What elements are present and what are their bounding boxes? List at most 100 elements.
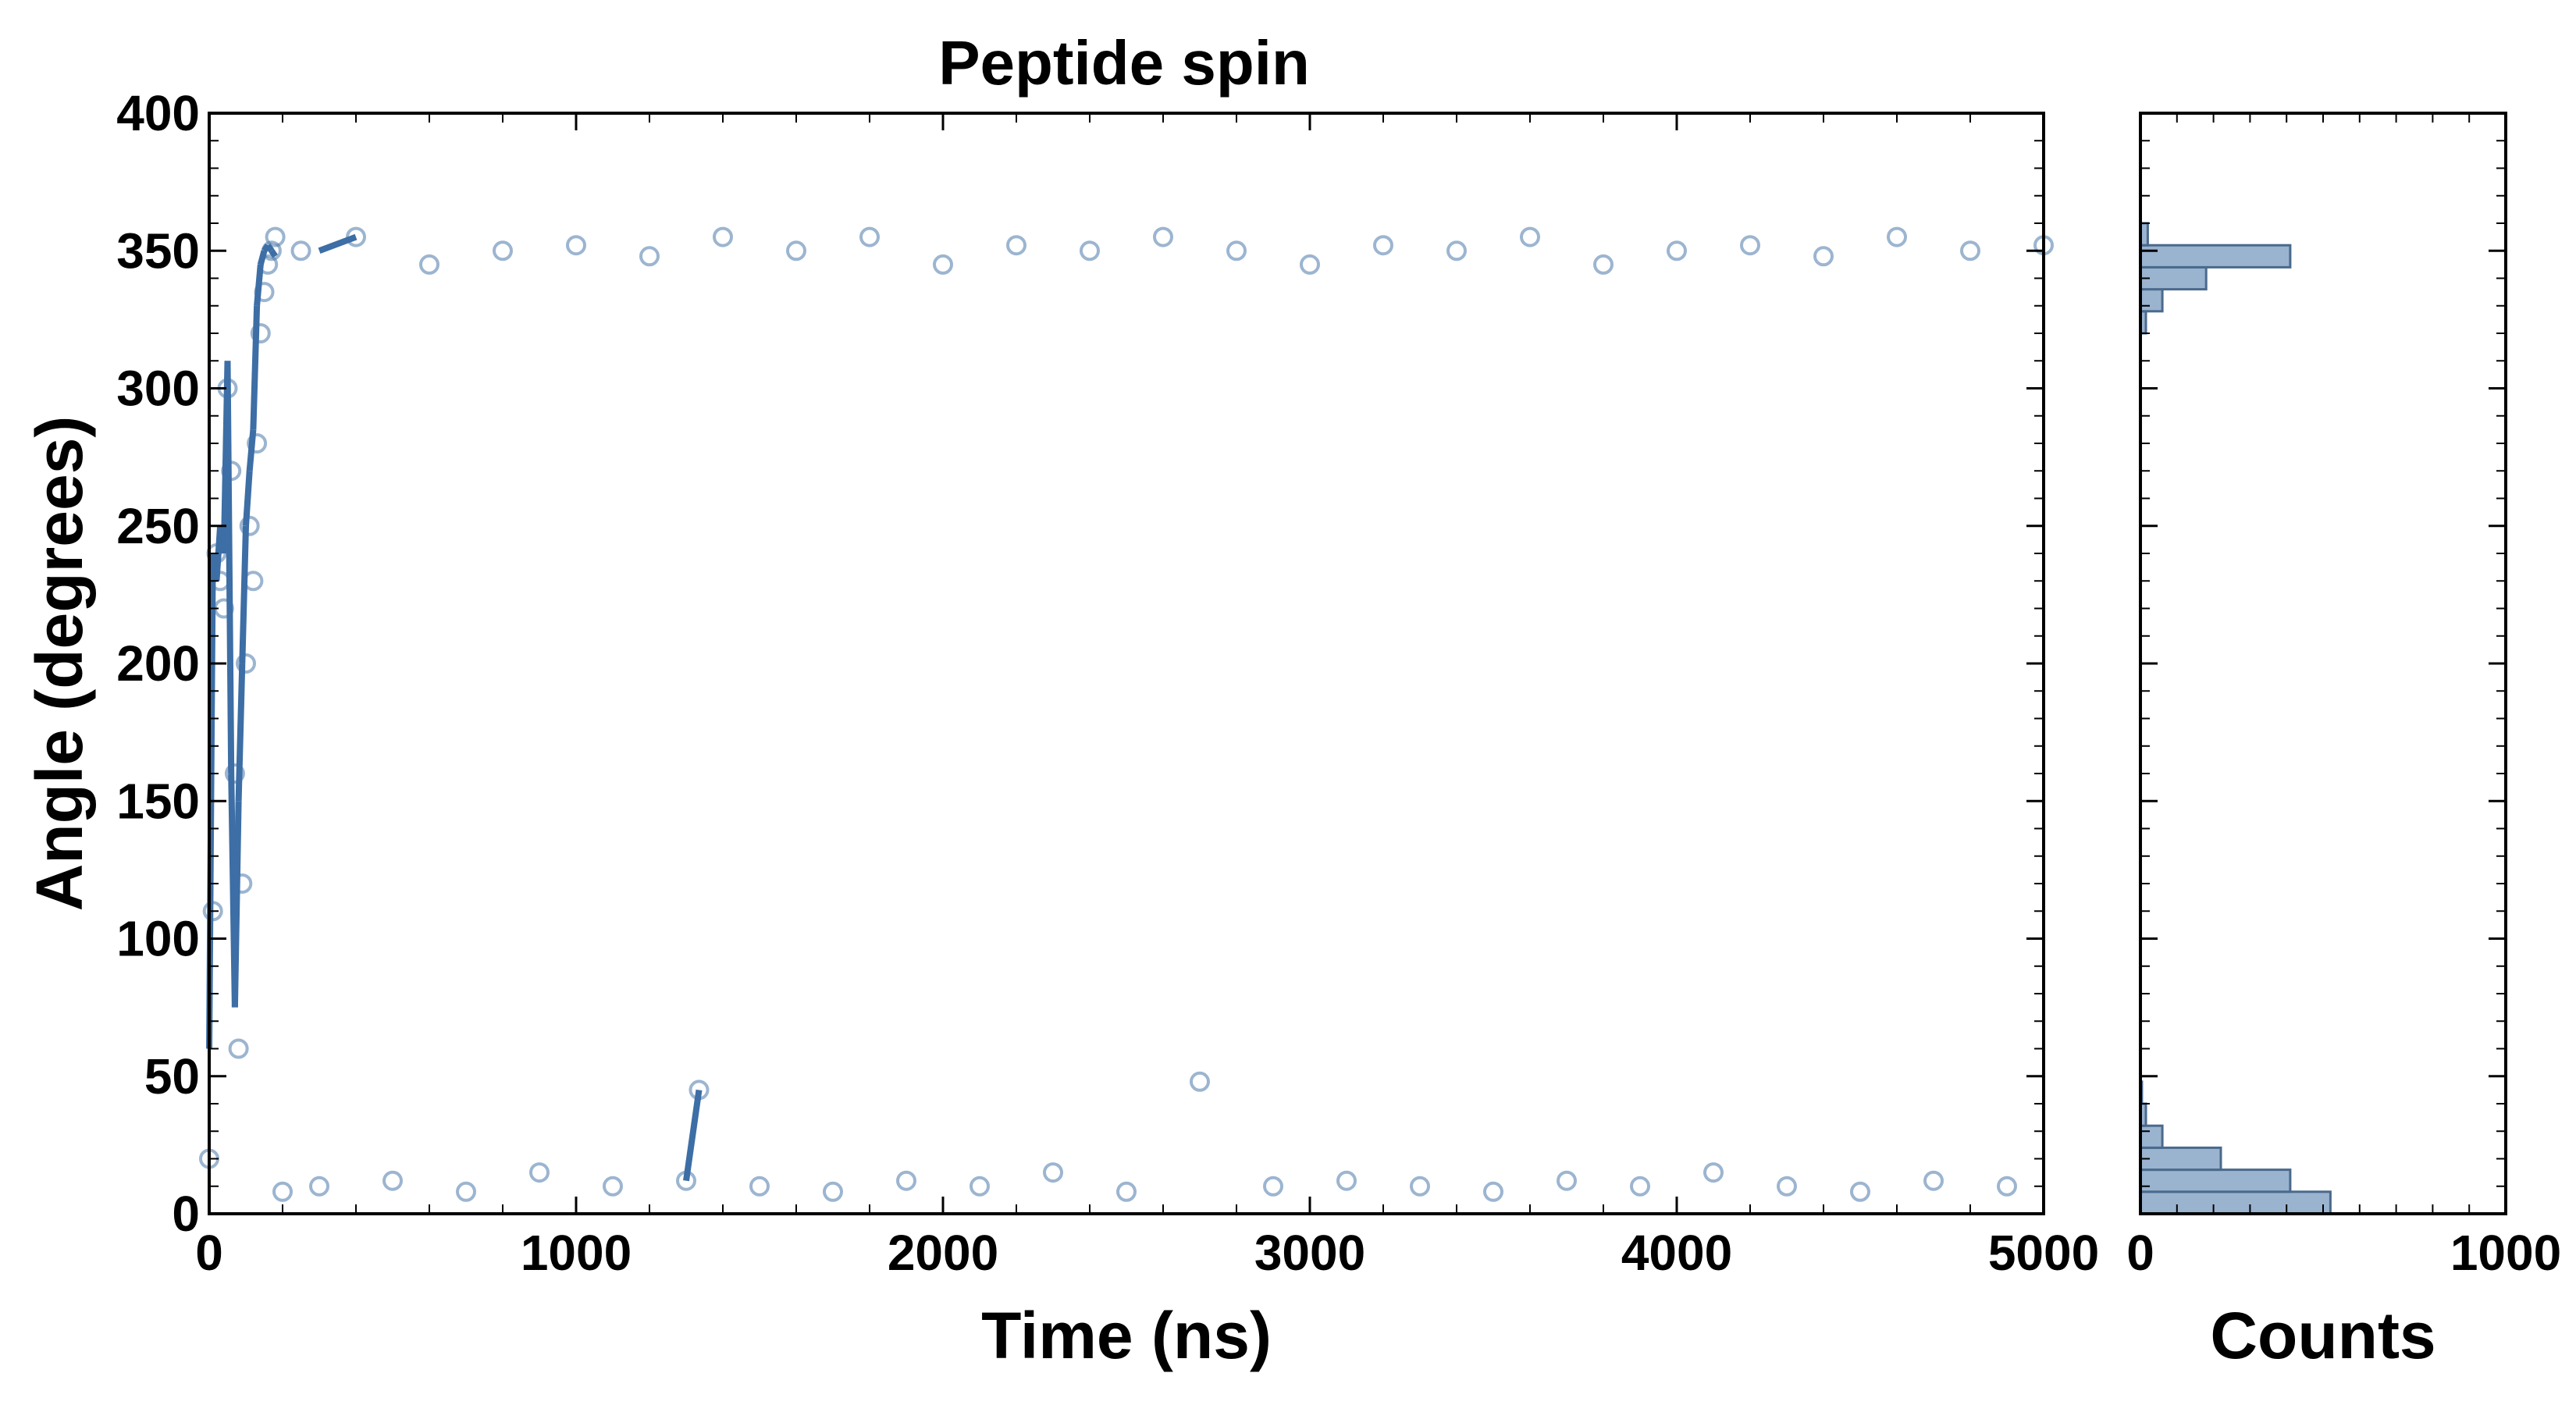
histogram-bar: [2139, 288, 2164, 313]
x-tick-label: 5000: [1988, 1225, 2099, 1281]
line-segment: [235, 663, 246, 802]
scatter-point: [749, 1176, 770, 1197]
histogram-ticks: 0 1000: [2126, 113, 2561, 1281]
scatter-point: [250, 323, 271, 343]
scatter-point: [1190, 1071, 1210, 1092]
y-tick-label: 100: [116, 911, 200, 967]
main-marks: [199, 226, 2054, 1202]
scatter-point: [566, 235, 586, 256]
histogram-bar: [2139, 1168, 2292, 1193]
histogram-bar: [2139, 265, 2208, 291]
y-tick-label: 150: [116, 773, 200, 829]
line-segment: [269, 249, 278, 258]
y-tick-label: 400: [116, 85, 200, 141]
scatter-point: [247, 433, 268, 454]
histogram-x-axis-label: Counts: [2210, 1299, 2435, 1372]
histogram-bar: [2139, 1190, 2332, 1215]
scatter-point: [228, 1038, 249, 1059]
scatter-point: [859, 226, 880, 247]
y-tick-label: 250: [116, 498, 200, 554]
scatter-point: [1226, 240, 1247, 261]
scatter-point: [1263, 1176, 1283, 1197]
scatter-point: [1410, 1176, 1430, 1197]
scatter-point: [1153, 226, 1173, 247]
main-ticks: 0 1000 2000 3000 4000 5000 0 50 100 150 200 250 300 3…: [116, 85, 2099, 1281]
histogram-marks: [2139, 222, 2332, 1215]
scatter-point: [290, 240, 311, 261]
scatter-point: [1446, 240, 1467, 261]
x-tick-label: 3000: [1254, 1225, 1365, 1281]
line-segment: [265, 243, 275, 253]
y-tick-label: 200: [116, 635, 200, 692]
scatter-point: [1593, 254, 1614, 275]
line-segment: [318, 233, 358, 254]
histogram-x-tick-label: 1000: [2450, 1225, 2561, 1281]
histogram-plot: 0 1000 Counts: [2126, 112, 2561, 1372]
scatter-point: [1703, 1162, 1724, 1183]
line-segment: [254, 264, 264, 307]
scatter-point: [603, 1176, 623, 1197]
scatter-point: [224, 763, 245, 784]
chart-title: Peptide spin: [938, 28, 1310, 98]
scatter-point: [1557, 1170, 1577, 1191]
scatter-point: [419, 254, 439, 275]
x-tick-label: 4000: [1621, 1225, 1732, 1281]
scatter-point: [1740, 235, 1760, 256]
x-tick-label: 2000: [888, 1225, 998, 1281]
line-segment: [224, 361, 235, 774]
line-segment: [683, 1089, 703, 1182]
scatter-point: [786, 240, 806, 261]
scatter-point: [1777, 1176, 1797, 1197]
histogram-bar: [2139, 1124, 2164, 1149]
scatter-point: [970, 1176, 990, 1197]
scatter-point: [272, 1181, 293, 1202]
line-segment: [231, 801, 242, 1008]
histogram-bar: [2139, 1146, 2222, 1172]
y-tick-label: 0: [172, 1186, 200, 1242]
line-segment: [239, 525, 249, 664]
line-segment: [257, 250, 268, 265]
scatter-point: [1630, 1176, 1650, 1197]
scatter-point: [1080, 240, 1100, 261]
y-tick-label: 50: [144, 1048, 200, 1104]
line-segment: [250, 305, 261, 430]
scatter-point: [1850, 1181, 1870, 1202]
histogram-x-tick-label: 0: [2126, 1225, 2154, 1281]
scatter-point: [823, 1181, 843, 1202]
histogram-bar: [2139, 244, 2292, 269]
scatter-point: [1116, 1181, 1137, 1202]
x-axis-label: Time (ns): [981, 1299, 1272, 1372]
scatter-point: [933, 254, 953, 275]
line-segment: [243, 470, 253, 527]
scatter-point: [309, 1176, 329, 1197]
scatter-point: [1300, 254, 1320, 275]
scatter-point: [456, 1181, 476, 1202]
scatter-point: [1960, 240, 1980, 261]
scatter-point: [639, 246, 660, 267]
scatter-point: [1373, 235, 1393, 256]
scatter-point: [529, 1162, 550, 1183]
y-tick-label: 300: [116, 361, 200, 417]
line-segment: [246, 429, 257, 471]
y-axis-label: Angle (degrees): [23, 416, 96, 912]
x-tick-label: 0: [195, 1225, 223, 1281]
scatter-point: [1043, 1162, 1063, 1183]
scatter-point: [1923, 1170, 1944, 1191]
scatter-point: [382, 1170, 403, 1191]
scatter-point: [1520, 226, 1540, 247]
scatter-point: [493, 240, 513, 261]
scatter-point: [236, 653, 256, 674]
scatter-point: [1667, 240, 1687, 261]
scatter-point: [713, 226, 733, 247]
scatter-point: [1813, 246, 1834, 267]
scatter-point: [1006, 235, 1026, 256]
scatter-point: [1483, 1181, 1503, 1202]
scatter-point: [896, 1170, 916, 1191]
main-plot: 0 1000 2000 3000 4000 5000 0 50 100 150 200 250 300 3…: [23, 85, 2099, 1372]
y-tick-label: 350: [116, 222, 200, 279]
scatter-point: [1997, 1176, 2017, 1197]
scatter-point: [1336, 1170, 1357, 1191]
scatter-point: [265, 226, 286, 247]
x-tick-label: 1000: [521, 1225, 632, 1281]
